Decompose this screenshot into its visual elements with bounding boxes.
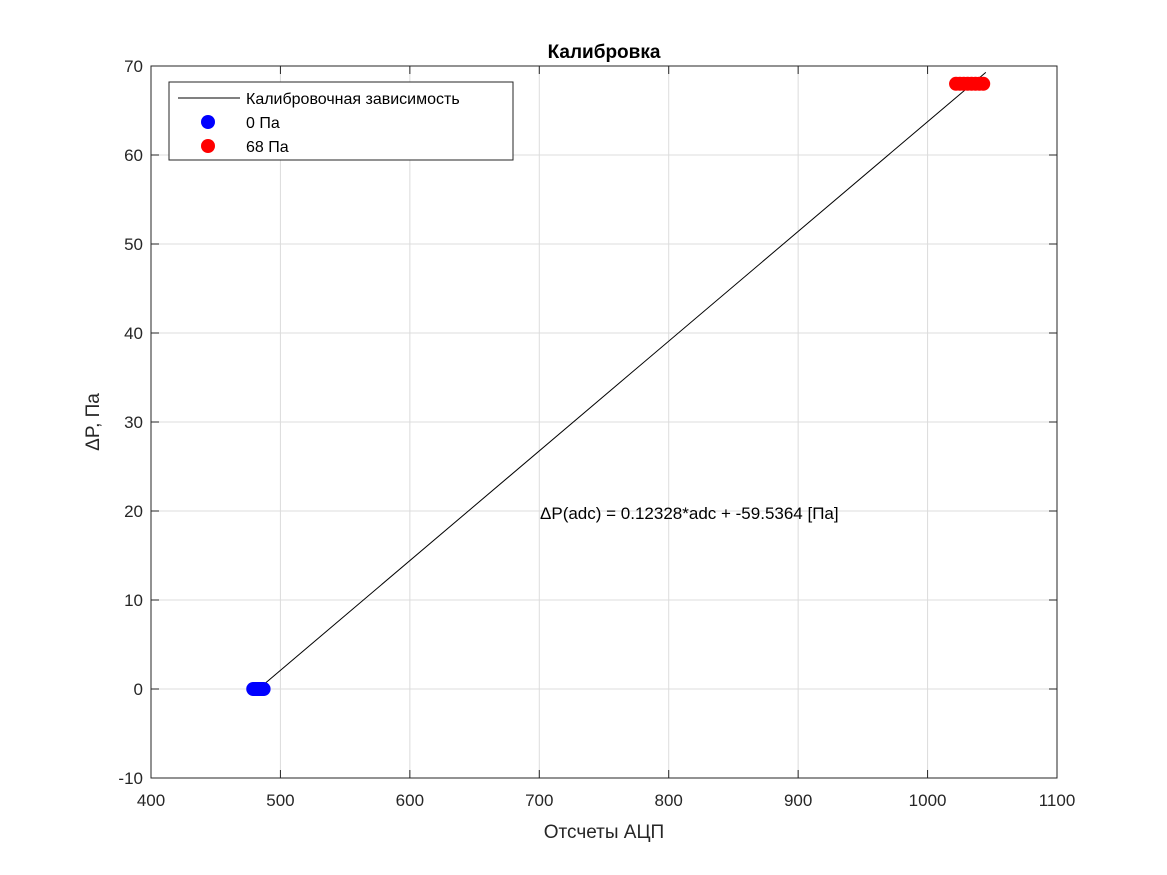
y-tick-label: 40 bbox=[124, 324, 143, 343]
data-point-0-па bbox=[256, 682, 271, 696]
legend-label-0pa: 0 Па bbox=[246, 115, 280, 132]
calibration-fit-line bbox=[258, 71, 987, 690]
grid bbox=[151, 66, 1057, 778]
x-tick-label: 1000 bbox=[909, 791, 947, 810]
y-tick-label: 30 bbox=[124, 413, 143, 432]
x-tick-label: 900 bbox=[784, 791, 812, 810]
y-tick-label: 0 bbox=[134, 680, 143, 699]
legend-box bbox=[168, 81, 514, 161]
y-tick-label: 10 bbox=[124, 591, 143, 610]
x-tick-label: 400 bbox=[137, 791, 165, 810]
legend-label-fit: Калибровочная зависимость bbox=[246, 91, 460, 108]
legend-label-68pa: 68 Па bbox=[246, 139, 289, 156]
data-point-68-па bbox=[976, 76, 991, 91]
x-tick-label: 800 bbox=[655, 791, 683, 810]
legend: Калибровочная зависимость 0 Па 68 Па bbox=[168, 81, 514, 161]
y-tick-label: 60 bbox=[124, 146, 143, 165]
series-layer bbox=[246, 71, 991, 696]
legend-marker-68pa bbox=[201, 139, 215, 153]
x-axis-label: Отсчеты АЦП bbox=[544, 822, 664, 843]
x-tick-label: 700 bbox=[525, 791, 553, 810]
equation-annotation: ΔP(adc) = 0.12328*adc + -59.5364 [Па] bbox=[540, 504, 839, 523]
y-axis-label: ΔP, Па bbox=[83, 393, 104, 451]
y-tick-label: 70 bbox=[124, 57, 143, 76]
x-tick-label: 500 bbox=[266, 791, 294, 810]
legend-marker-0pa bbox=[201, 115, 215, 129]
chart-title: Калибровка bbox=[548, 42, 661, 63]
y-tick-label: -10 bbox=[118, 769, 143, 788]
y-tick-label: 20 bbox=[124, 502, 143, 521]
x-tick-label: 600 bbox=[396, 791, 424, 810]
y-tick-label: 50 bbox=[124, 235, 143, 254]
x-tick-label: 1100 bbox=[1039, 791, 1076, 810]
axis-ticks: 400 500 600 700 800 900 1000 1100 -10 0 10 20 30 40 50… bbox=[118, 57, 1075, 810]
